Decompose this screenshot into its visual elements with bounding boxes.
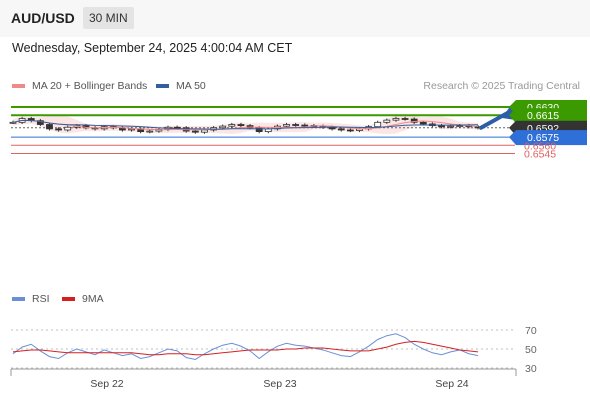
ma9-swatch xyxy=(62,297,75,301)
candle-body xyxy=(346,129,354,132)
candle-body xyxy=(55,128,62,131)
price-label-0.6545: 0.6545 xyxy=(524,148,556,160)
rsi-label: RSI xyxy=(32,293,50,305)
rsi-line xyxy=(12,333,479,360)
candle-body xyxy=(438,125,445,128)
ma50-label: MA 50 xyxy=(176,80,206,92)
timeframe-badge[interactable]: 30 MIN xyxy=(83,7,134,29)
rsi-tick-70: 70 xyxy=(525,325,537,337)
candle-body xyxy=(191,130,199,133)
candle-body xyxy=(283,124,290,127)
ma20-swatch xyxy=(12,84,25,88)
candle-body xyxy=(301,124,309,127)
x-tick-label: Sep 22 xyxy=(90,378,123,390)
candle-body xyxy=(292,124,300,126)
candle-body xyxy=(237,124,245,126)
ma20-line xyxy=(12,119,479,131)
symbol-title: AUD/USD xyxy=(11,10,75,26)
legend-ma20: MA 20 + Bollinger Bands xyxy=(12,80,147,92)
ma50-swatch xyxy=(156,84,169,88)
ma9-label: 9MA xyxy=(82,293,104,305)
price-tag-0.6575 xyxy=(516,130,587,146)
candle-body xyxy=(36,120,44,125)
candle-body xyxy=(456,125,464,127)
candle-body xyxy=(383,119,391,123)
rsi-9ma-line xyxy=(12,340,479,356)
candle-body xyxy=(219,125,227,129)
candle-body xyxy=(419,121,427,125)
candle-body xyxy=(201,129,208,133)
rsi-tick-30: 30 xyxy=(525,363,537,375)
candle-body xyxy=(128,128,135,131)
price-tag-0.6615 xyxy=(516,108,587,124)
candle-body xyxy=(410,118,418,123)
candle-body xyxy=(146,130,154,133)
candle-body xyxy=(64,126,72,131)
credit-text: Research © 2025 Trading Central xyxy=(423,80,580,92)
price-label-0.6560: 0.6560 xyxy=(524,140,556,152)
candle-body xyxy=(392,118,400,121)
x-tick-label: Sep 23 xyxy=(263,378,296,390)
price-tag-pointer xyxy=(509,108,516,124)
candle-body xyxy=(447,125,455,128)
ma50-line xyxy=(12,119,479,130)
candle-body xyxy=(337,128,345,131)
chart-datetime: Wednesday, September 24, 2025 4:00:04 AM… xyxy=(12,41,293,55)
price-tag-pointer xyxy=(509,130,516,146)
candle-body xyxy=(374,121,382,128)
price-label-0.6615: 0.6615 xyxy=(527,110,559,122)
legend-rsi: RSI xyxy=(12,293,50,305)
x-tick-label: Sep 24 xyxy=(435,378,468,390)
candle-body xyxy=(46,124,53,130)
legend-9ma: 9MA xyxy=(62,293,104,305)
rsi-swatch xyxy=(12,297,25,301)
price-label-0.6575: 0.6575 xyxy=(527,132,559,144)
candle-body xyxy=(228,124,236,127)
candle-body xyxy=(255,127,263,133)
legend-ma50: MA 50 xyxy=(156,80,206,92)
rsi-tick-50: 50 xyxy=(525,344,537,356)
candle-body xyxy=(9,121,17,124)
candle-body xyxy=(401,118,409,120)
ma20-label: MA 20 + Bollinger Bands xyxy=(32,80,148,92)
